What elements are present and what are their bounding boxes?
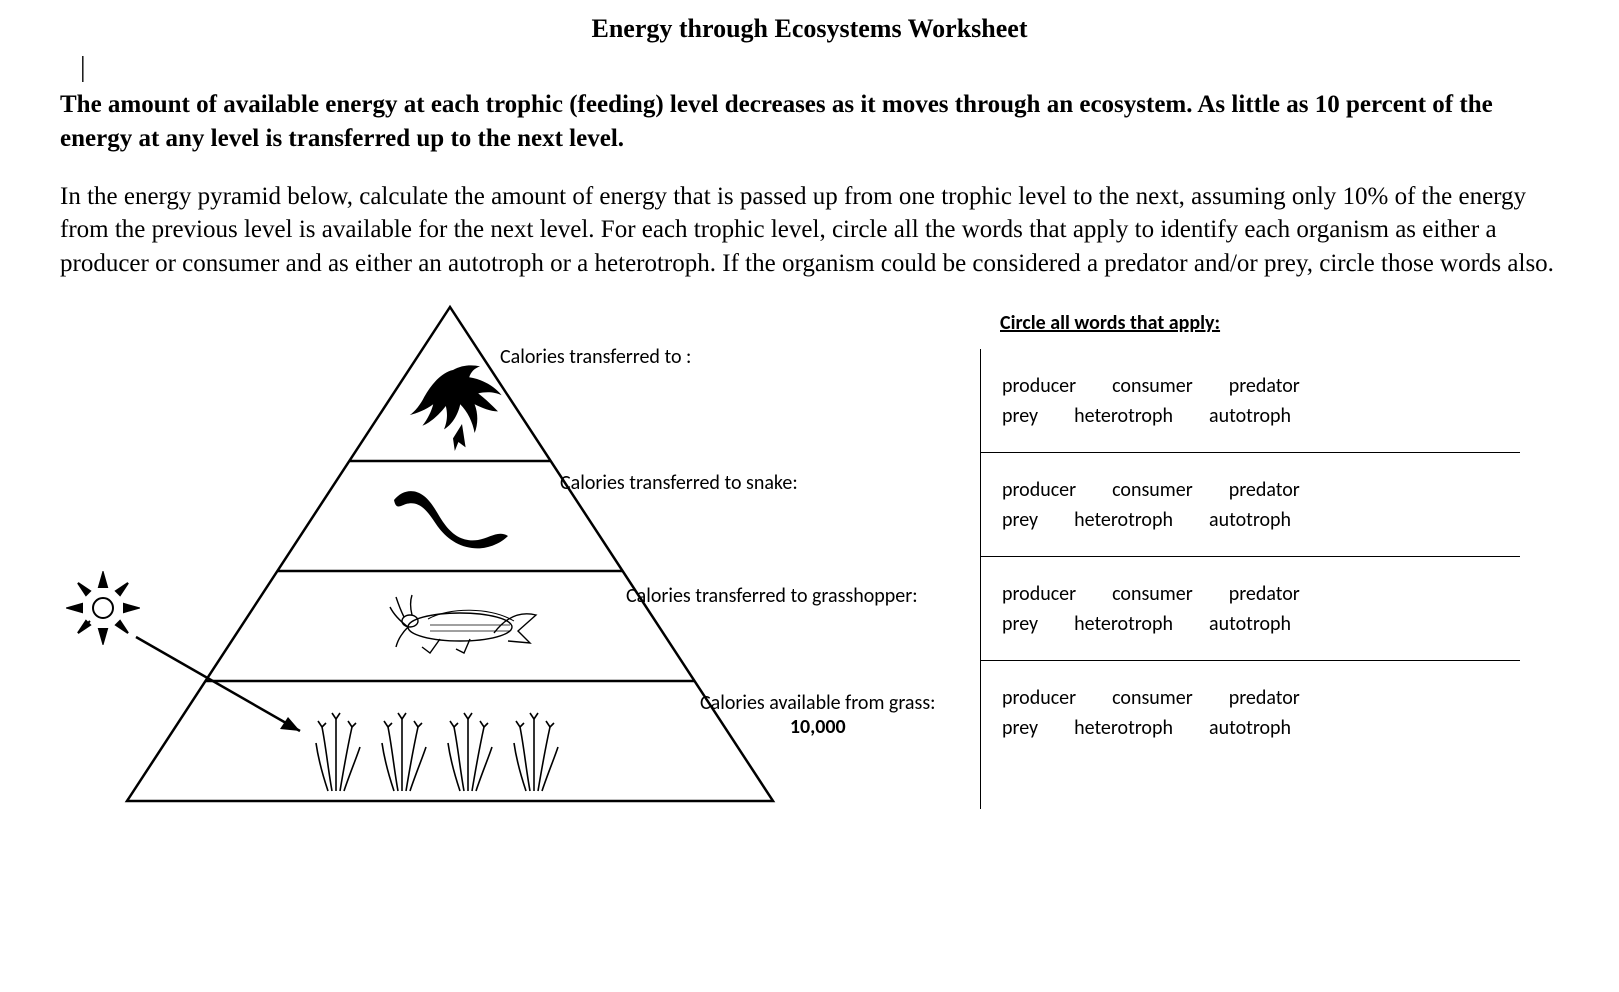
grasshopper-icon: [390, 595, 536, 653]
calorie-label-text: Calories transferred to snake:: [560, 471, 798, 495]
vocab-word[interactable]: heterotroph: [1074, 716, 1173, 740]
grass-icon: [316, 713, 558, 791]
word-row: producer consumer predator prey heterotroph a…: [980, 453, 1520, 557]
calorie-label-0: Calories transferred to :: [500, 345, 691, 369]
circle-words-header: Circle all words that apply:: [1000, 311, 1220, 335]
word-choice-table: producer consumer predator prey heterotroph a…: [980, 349, 1520, 765]
worksheet-page: Energy through Ecosystems Worksheet | Th…: [0, 0, 1619, 992]
vocab-word[interactable]: producer: [1002, 478, 1076, 502]
calorie-label-text: Calories available from grass:: [700, 691, 936, 715]
vocab-word[interactable]: autotroph: [1209, 716, 1291, 740]
vocab-word[interactable]: heterotroph: [1074, 404, 1173, 428]
pyramid-outline: [120, 301, 780, 821]
vocab-word[interactable]: producer: [1002, 582, 1076, 606]
calorie-label-2: Calories transferred to grasshopper:: [626, 584, 918, 608]
vocab-word[interactable]: prey: [1002, 404, 1038, 428]
vocab-word[interactable]: heterotroph: [1074, 508, 1173, 532]
calorie-label-1: Calories transferred to snake:: [560, 471, 798, 495]
eagle-icon: [410, 365, 502, 451]
vocab-word[interactable]: prey: [1002, 612, 1038, 636]
text-cursor: |: [80, 52, 1559, 84]
word-cell: producer consumer predator prey heterotroph a…: [980, 453, 1520, 557]
calorie-label-value: 10,000: [700, 715, 936, 739]
vocab-word[interactable]: autotroph: [1209, 508, 1291, 532]
word-cell: producer consumer predator prey heterotroph a…: [980, 349, 1520, 453]
word-cell: producer consumer predator prey heterotroph a…: [980, 661, 1520, 765]
vocab-word[interactable]: predator: [1229, 478, 1300, 502]
vocab-word[interactable]: autotroph: [1209, 404, 1291, 428]
vocab-word[interactable]: prey: [1002, 716, 1038, 740]
vocab-word[interactable]: producer: [1002, 686, 1076, 710]
vocab-word[interactable]: consumer: [1112, 686, 1193, 710]
word-cell: producer consumer predator prey heterotroph a…: [980, 557, 1520, 661]
vocab-word[interactable]: predator: [1229, 686, 1300, 710]
instructions-paragraph: In the energy pyramid below, calculate t…: [60, 180, 1559, 281]
vocab-word[interactable]: consumer: [1112, 478, 1193, 502]
calorie-label-3: Calories available from grass:10,000: [700, 691, 936, 739]
intro-paragraph: The amount of available energy at each t…: [60, 88, 1559, 156]
vocab-word[interactable]: prey: [1002, 508, 1038, 532]
document-title: Energy through Ecosystems Worksheet: [60, 14, 1559, 44]
vocab-word[interactable]: heterotroph: [1074, 612, 1173, 636]
vocab-word[interactable]: predator: [1229, 582, 1300, 606]
calorie-label-text: Calories transferred to :: [500, 345, 691, 369]
vocab-word[interactable]: producer: [1002, 374, 1076, 398]
vocab-word[interactable]: consumer: [1112, 582, 1193, 606]
snake-icon: [394, 491, 508, 548]
calorie-label-text: Calories transferred to grasshopper:: [626, 584, 918, 608]
word-row: producer consumer predator prey heterotroph a…: [980, 661, 1520, 765]
energy-pyramid-diagram: Calories transferred to : Calories transf…: [60, 301, 1559, 861]
vocab-word[interactable]: consumer: [1112, 374, 1193, 398]
vocab-word[interactable]: predator: [1229, 374, 1300, 398]
word-row: producer consumer predator prey heterotroph a…: [980, 349, 1520, 453]
word-row: producer consumer predator prey heterotroph a…: [980, 557, 1520, 661]
vocab-word[interactable]: autotroph: [1209, 612, 1291, 636]
